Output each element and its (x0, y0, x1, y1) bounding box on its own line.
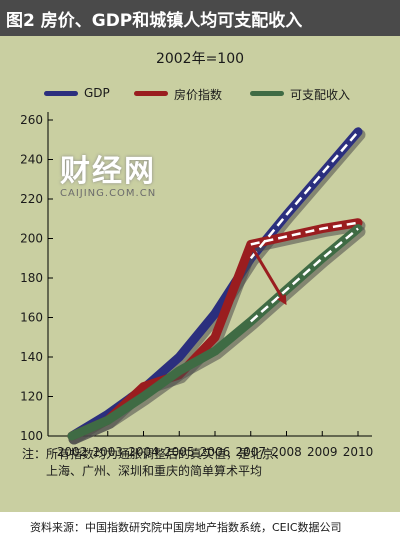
y-tick-label: 120 (20, 390, 43, 404)
footnote-line-2: 上海、广州、深圳和重庆的简单算术平均 (46, 464, 263, 478)
x-tick-label: 2004 (128, 445, 159, 459)
watermark-logo: 财经网 CAIJING.COM.CN (60, 146, 156, 199)
legend: GDP 房价指数 可支配收入 (0, 85, 400, 103)
footnote-line-1: 注：所有指数均为通胀调整后的真实值，是北京、 (22, 447, 287, 461)
y-tick-label: 160 (20, 311, 43, 325)
legend-label-gdp: GDP (84, 86, 110, 100)
x-tick-label: 2008 (271, 445, 302, 459)
chart-panel: 2002年=100 GDP 房价指数 可支配收入 财经网 CAIJING.COM… (0, 36, 400, 512)
footnote: 注：所有指数均为通胀调整后的真实值，是北京、 上海、广州、深圳和重庆的简单算术平… (22, 446, 382, 480)
legend-swatch-gdp (44, 91, 78, 96)
y-tick-label: 260 (20, 113, 43, 127)
annotation-arrow (251, 247, 287, 306)
y-tick-label: 200 (20, 232, 43, 246)
legend-swatch-house (134, 91, 168, 96)
y-tick-label: 100 (20, 429, 43, 443)
series-dash-gdp (249, 130, 359, 260)
x-tick-label: 2009 (307, 445, 338, 459)
chart-title: 图2 房价、GDP和城镇人均可支配收入 (6, 11, 303, 31)
x-tick-label: 2005 (164, 445, 195, 459)
line-chart-plot: 100 120 140 160 180 200 220 240 260 2002 2003 2004 2… (20, 112, 374, 459)
series-line-gdp (67, 127, 363, 441)
series-dash-house (250, 221, 359, 246)
legend-label-house: 房价指数 (174, 88, 223, 102)
y-tick-label: 180 (20, 271, 43, 285)
series-dash-income (249, 227, 359, 323)
x-tick-label: 2006 (200, 445, 231, 459)
data-source: 资料来源：中国指数研究院中国房地产指数系统，CEIC数据公司 (30, 521, 342, 534)
x-tick-label: 2007 (235, 445, 266, 459)
legend-label-income: 可支配收入 (290, 88, 351, 102)
title-bar: 图2 房价、GDP和城镇人均可支配收入 (0, 0, 400, 36)
x-tick-label: 2002 (57, 445, 88, 459)
y-tick-label: 220 (20, 192, 43, 206)
chart-subtitle: 2002年=100 (155, 51, 245, 67)
y-tick-label: 240 (20, 153, 43, 167)
watermark-sub: CAIJING.COM.CN (60, 188, 157, 199)
legend-swatch-income (250, 91, 284, 96)
y-tick-label: 140 (20, 350, 43, 364)
watermark-main: 财经网 (60, 154, 156, 189)
x-tick-label: 2010 (343, 445, 374, 459)
x-tick-label: 2003 (92, 445, 123, 459)
